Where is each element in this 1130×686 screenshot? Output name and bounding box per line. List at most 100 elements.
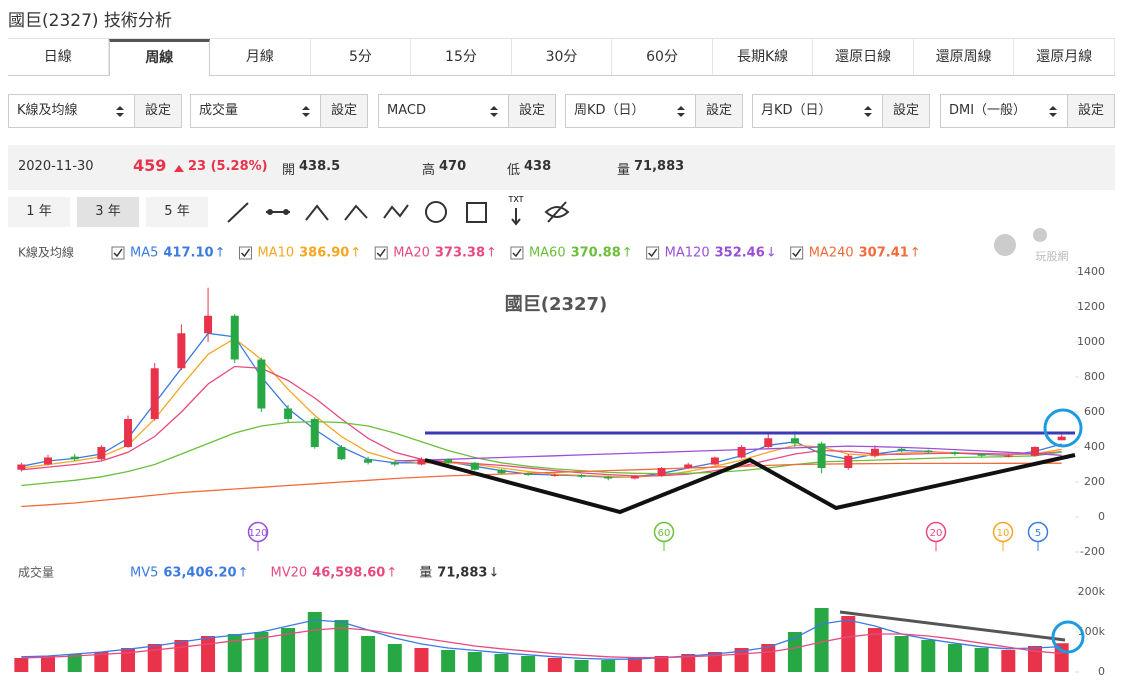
tab[interactable]: 還原周線 xyxy=(914,39,1015,75)
watermark: 玩股網 xyxy=(1036,249,1069,263)
legend-value: 71,883 xyxy=(437,566,487,581)
candle-body xyxy=(470,462,479,470)
candle-body xyxy=(817,443,826,468)
tab[interactable]: 5分 xyxy=(311,39,412,75)
ma-line xyxy=(21,619,1062,660)
y-tick-label: 800 xyxy=(1084,370,1105,383)
legend-value: 370.88 xyxy=(571,246,621,261)
quote-field-value: 470 xyxy=(439,159,467,174)
watermark-icon xyxy=(994,228,1047,256)
select-box[interactable]: MACD xyxy=(378,94,509,128)
candle-body xyxy=(44,457,53,465)
select-box[interactable]: 周KD（日） xyxy=(565,94,696,128)
quote-field-label: 開 xyxy=(282,163,296,178)
quote-field-value: 438.5 xyxy=(299,159,341,174)
candle-body xyxy=(550,475,559,476)
volume-bar xyxy=(94,652,109,672)
candle-body xyxy=(924,450,933,453)
select-box[interactable]: 成交量 xyxy=(190,94,321,128)
tab[interactable]: 15分 xyxy=(411,39,512,75)
legend-checkbox xyxy=(646,246,660,260)
candle-body xyxy=(657,468,666,476)
y-tick-label: 1200 xyxy=(1077,300,1105,313)
legend-checkbox xyxy=(111,246,125,260)
settings-button[interactable]: 設定 xyxy=(696,94,743,128)
selector[interactable]: K線及均線 設定 xyxy=(8,94,182,128)
select-box[interactable]: 月KD（日） xyxy=(752,94,883,128)
candle-body xyxy=(444,459,453,463)
settings-button[interactable]: 設定 xyxy=(1068,94,1115,128)
settings-button[interactable]: 設定 xyxy=(321,94,368,128)
volume-bar xyxy=(387,644,402,672)
y-tick-label: 200 xyxy=(1084,475,1105,488)
selector[interactable]: 周KD（日） 設定 xyxy=(565,94,743,128)
volume-bar xyxy=(574,660,589,672)
candle-body xyxy=(17,464,26,470)
quote-field-label: 高 xyxy=(422,163,436,178)
legend-name: MA5 xyxy=(130,246,158,261)
y-tick-label: 1400 xyxy=(1077,265,1105,278)
y-tick-label: 0 xyxy=(1098,665,1105,678)
volume-bar xyxy=(174,640,189,672)
legend-trend: ↓ xyxy=(766,246,777,261)
y-tick-label: 0 xyxy=(1098,510,1105,523)
candle-body xyxy=(284,408,293,419)
settings-button[interactable]: 設定 xyxy=(509,94,556,128)
legend-name: MA10 xyxy=(257,246,294,261)
marker xyxy=(925,521,947,543)
candle-body xyxy=(390,462,399,465)
marker-label: 120 xyxy=(248,528,267,539)
select-box[interactable]: DMI（一般） xyxy=(940,94,1068,128)
volume-bar xyxy=(654,656,669,672)
tool-icons xyxy=(227,201,570,226)
range-button[interactable]: 5 年 xyxy=(146,197,208,227)
y-tick-label: 100k xyxy=(1078,625,1106,638)
tab[interactable]: 60分 xyxy=(612,39,713,75)
volume-bar xyxy=(627,658,642,672)
candle-body xyxy=(737,447,746,458)
candle-body xyxy=(97,447,106,460)
legend-checkbox xyxy=(790,246,804,260)
tab[interactable]: 30分 xyxy=(512,39,613,75)
legend-name: MV5 xyxy=(130,566,158,581)
legend-checkbox xyxy=(510,246,524,260)
legend-trend: ↑ xyxy=(350,246,361,261)
volume-bar xyxy=(67,654,82,672)
legend-trend: ↑ xyxy=(486,246,497,261)
range-button[interactable]: 3 年 xyxy=(77,197,139,227)
volume-bar xyxy=(307,612,322,672)
volume-bar xyxy=(841,616,856,672)
legend-check xyxy=(376,248,386,258)
volume-bar xyxy=(41,656,56,672)
settings-button[interactable]: 設定 xyxy=(883,94,930,128)
volume-bar xyxy=(707,652,722,672)
quote-price: 459 xyxy=(133,156,167,175)
selector[interactable]: DMI（一般） 設定 xyxy=(940,94,1115,128)
select-box[interactable]: K線及均線 xyxy=(8,94,135,128)
tab[interactable]: 還原月線 xyxy=(1014,39,1116,75)
volume-bar xyxy=(974,648,989,672)
candle-body xyxy=(684,464,693,468)
tab[interactable]: 長期K線 xyxy=(713,39,814,75)
selector[interactable]: 成交量 設定 xyxy=(190,94,368,128)
legend-checkbox xyxy=(238,246,252,260)
quote-field-label: 低 xyxy=(507,163,521,178)
tab[interactable]: 還原日線 xyxy=(813,39,914,75)
legend-name: MA120 xyxy=(665,246,710,261)
selector[interactable]: MACD 設定 xyxy=(378,94,556,128)
volume-bar xyxy=(547,658,562,672)
tab[interactable]: 月線 xyxy=(210,39,311,75)
selector[interactable]: 月KD（日） 設定 xyxy=(752,94,930,128)
tab[interactable]: 日線 xyxy=(8,39,109,75)
marker-label: 20 xyxy=(930,528,943,539)
change-arrow xyxy=(174,165,184,172)
candle-body xyxy=(524,473,533,475)
range-button[interactable]: 1 年 xyxy=(8,197,70,227)
volume-bar xyxy=(894,636,909,672)
quote-field-value: 438 xyxy=(524,159,552,174)
candle-body xyxy=(150,368,159,419)
settings-button[interactable]: 設定 xyxy=(135,94,182,128)
legend-name: MV20 xyxy=(271,566,308,581)
volume-bar xyxy=(201,636,216,672)
tab[interactable]: 周線 xyxy=(108,39,211,76)
